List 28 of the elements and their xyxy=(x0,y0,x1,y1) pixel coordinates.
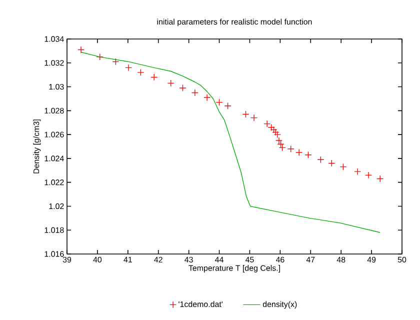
point xyxy=(216,98,223,106)
point xyxy=(224,102,232,110)
point xyxy=(124,64,132,72)
point xyxy=(242,110,250,118)
point xyxy=(287,145,294,152)
point xyxy=(328,160,336,167)
line-series xyxy=(80,52,380,233)
point xyxy=(296,148,303,156)
point xyxy=(167,80,174,87)
point xyxy=(364,172,372,179)
point xyxy=(204,94,211,102)
point xyxy=(77,46,85,54)
point xyxy=(340,163,347,170)
point xyxy=(112,58,120,66)
point xyxy=(278,144,286,152)
point xyxy=(304,151,312,158)
point xyxy=(275,136,283,144)
point xyxy=(191,89,198,96)
point xyxy=(179,84,186,92)
point xyxy=(137,68,144,76)
point xyxy=(264,120,271,128)
point xyxy=(96,53,104,60)
point xyxy=(250,114,258,122)
point xyxy=(317,156,324,164)
point xyxy=(376,175,384,182)
point xyxy=(277,140,284,148)
point xyxy=(354,168,362,176)
point xyxy=(150,74,158,81)
